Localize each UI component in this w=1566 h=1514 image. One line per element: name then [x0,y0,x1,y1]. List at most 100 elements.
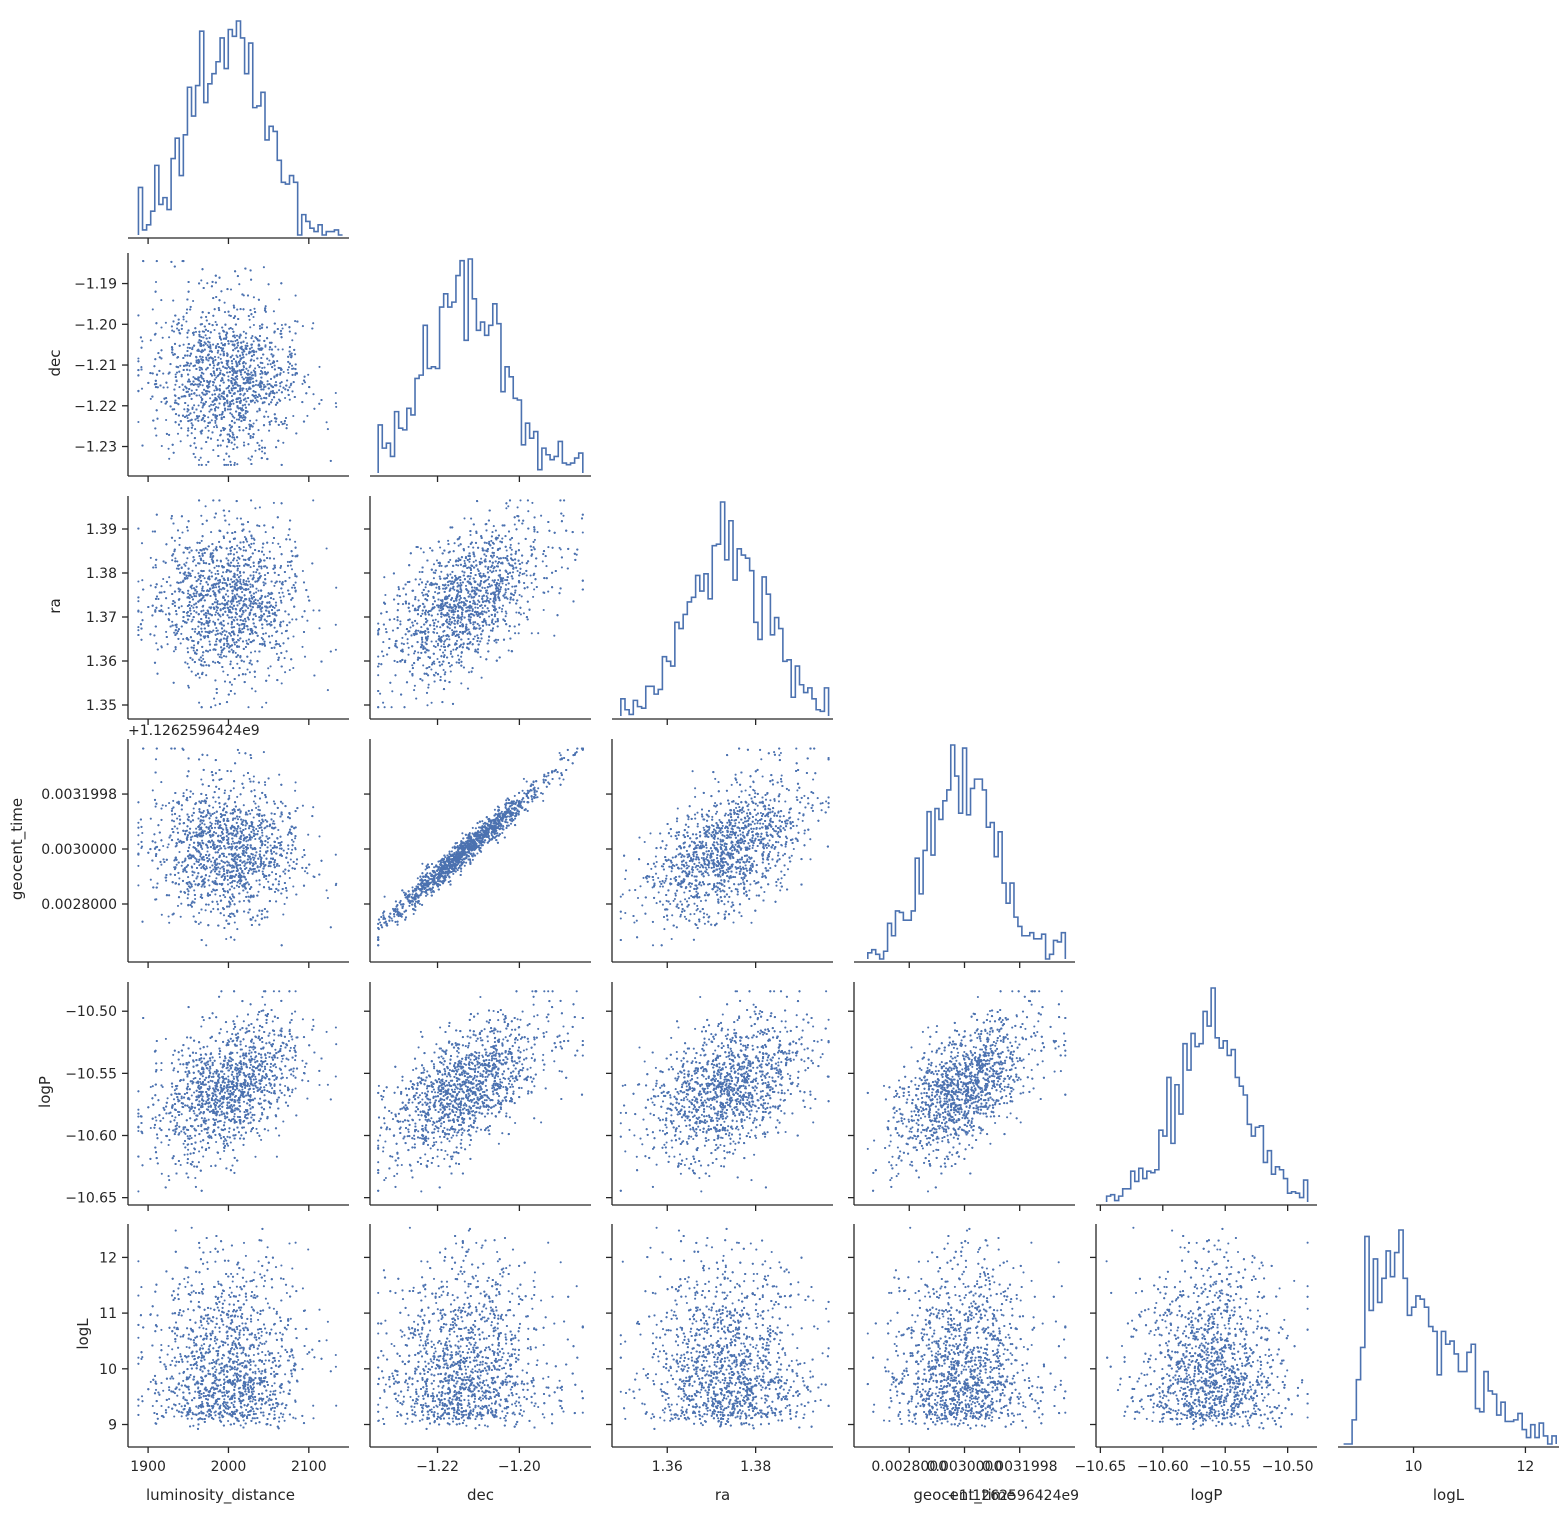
scatter-point [155,322,158,325]
scatter-point [252,433,255,436]
scatter-point [197,613,200,616]
scatter-point [248,318,251,321]
scatter-point [176,630,180,633]
scatter-point [242,377,245,381]
scatter-point [165,432,168,435]
scatter-point [223,311,227,314]
scatter-point [227,342,230,345]
scatter-point [171,559,174,562]
scatter-point [249,378,252,381]
scatter-point [262,353,265,356]
scatter-point [279,399,282,402]
scatter-point [202,286,205,290]
scatter-point [254,650,257,653]
scatter-point [244,620,247,623]
scatter-point [215,627,218,630]
scatter-point [229,314,232,317]
scatter-point [243,627,246,630]
scatter-point [256,606,259,609]
scatter-point [227,340,230,343]
scatter-point [188,346,191,350]
scatter-point [220,621,223,624]
scatter-point [172,353,175,356]
scatter-point [160,299,163,302]
scatter-point [207,590,210,593]
scatter-point [210,403,213,406]
scatter-point [184,354,187,357]
scatter-point [226,645,229,648]
scatter-point [188,388,191,391]
scatter-point [162,372,165,375]
scatter-point [263,452,266,455]
scatter-point [196,383,199,386]
scatter-point [203,348,206,351]
scatter-point [227,378,230,382]
scatter-point [236,622,239,625]
scatter-point [208,363,212,366]
scatter-point [237,674,240,677]
scatter-point [137,527,140,530]
scatter-point [215,387,218,390]
scatter-point [261,446,264,449]
scatter-point [264,305,267,308]
scatter-point [188,593,191,596]
scatter-point [222,458,226,461]
scatter-point [224,323,227,326]
scatter-point [229,460,232,463]
scatter-point [233,463,236,466]
scatter-point [203,627,206,630]
scatter-point [223,407,227,410]
scatter-point [296,320,299,323]
scatter-point [286,564,290,567]
scatter-point [226,568,229,572]
scatter-point [295,618,298,621]
scatter-point [239,517,242,520]
scatter-point [267,592,270,595]
scatter-point [184,401,187,405]
scatter-point [170,517,173,520]
scatter-point [194,446,197,449]
scatter-point [233,421,236,424]
scatter-point [277,542,280,545]
scatter-point [267,387,270,390]
scatter-point [291,618,294,621]
scatter-point [293,348,296,351]
scatter-point [270,390,273,393]
scatter-point [282,620,285,623]
scatter-point [280,665,283,668]
scatter-point [288,621,291,624]
scatter-point [248,425,252,428]
scatter-point [238,283,241,286]
scatter-point [261,362,264,365]
scatter-point [288,528,291,531]
scatter-point [265,326,269,329]
scatter-point [244,376,247,379]
scatter-point [218,367,221,370]
scatter-point [334,623,337,626]
scatter-point [231,343,234,346]
scatter-point [230,340,233,343]
scatter-point [282,370,285,374]
scatter-point [242,600,245,603]
scatter-point [202,414,205,417]
scatter-point [177,564,180,567]
scatter-point [166,386,169,389]
scatter-point [255,419,258,422]
scatter-point [326,689,329,692]
scatter-point [237,576,240,579]
scatter-point [229,634,233,637]
scatter-point [244,412,247,415]
scatter-point [191,628,194,631]
scatter-point [137,369,140,372]
scatter-point [247,706,250,709]
scatter-point [201,356,204,359]
scatter-point [168,371,171,374]
scatter-point [215,577,218,580]
scatter-point [230,648,233,651]
scatter-point [250,343,253,346]
scatter-point [215,323,218,326]
scatter-point [255,571,258,574]
scatter-point [240,348,243,351]
scatter-point [195,606,198,609]
scatter-point [282,642,285,645]
